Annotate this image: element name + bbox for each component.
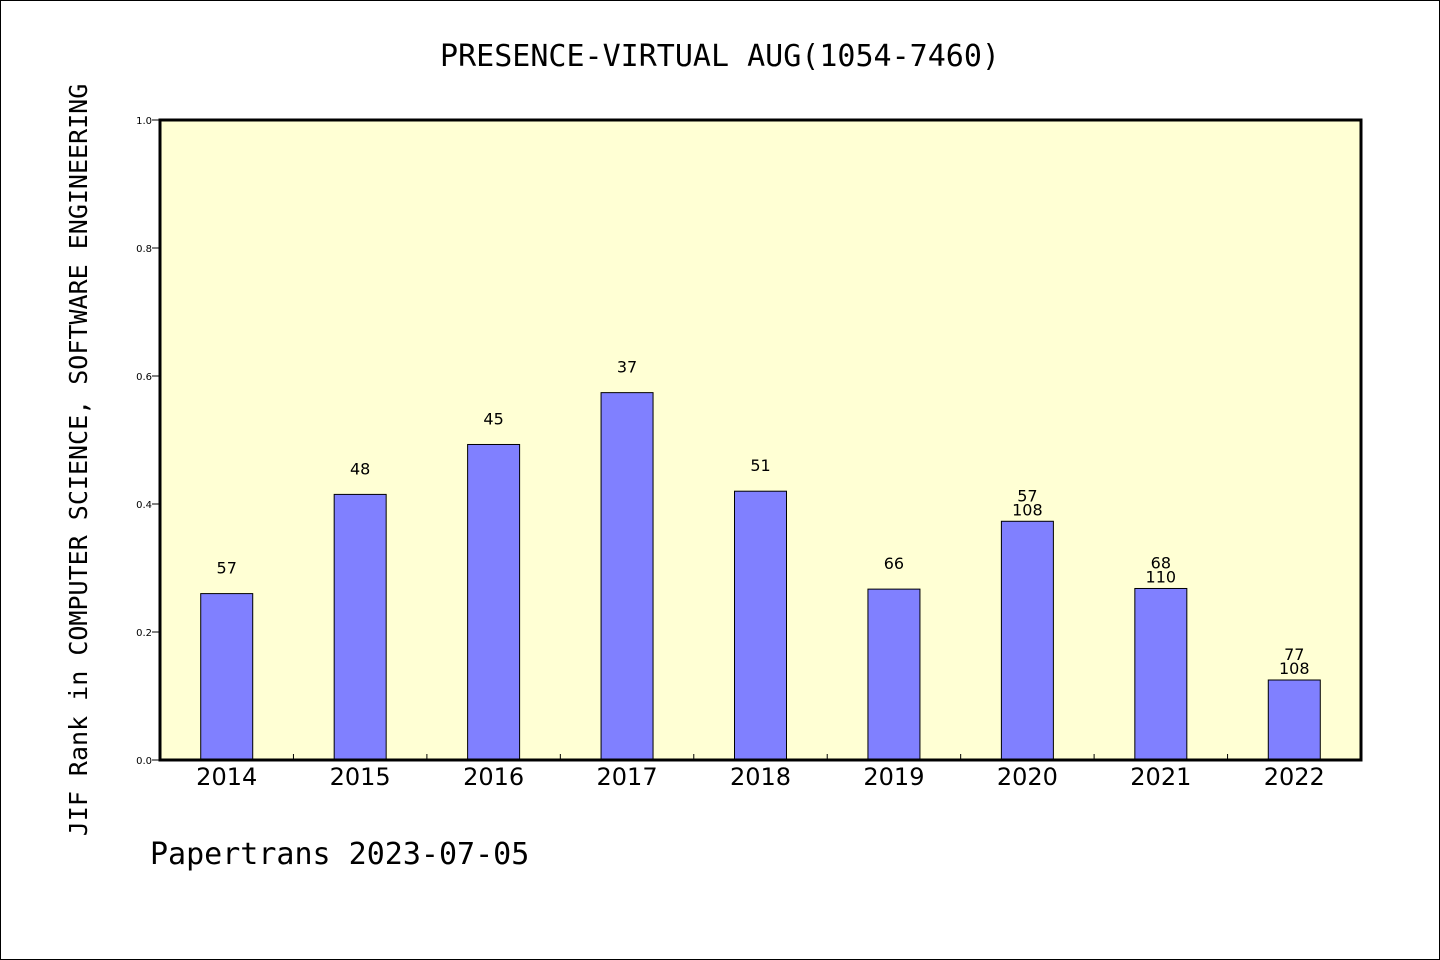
bar-data-label-secondary: 108 xyxy=(1012,500,1043,519)
bar-data-label: 45 xyxy=(483,409,503,428)
y-axis-ticks: 0.0 0.2 0.4 0.6 0.8 1.0 xyxy=(136,116,160,767)
x-tick-label: 2016 xyxy=(463,763,524,791)
bar-2016 xyxy=(467,443,521,761)
bar-2014 xyxy=(200,593,254,761)
bar-2017 xyxy=(600,392,654,761)
y-tick-label: 0.2 xyxy=(136,628,152,639)
bar-data-label: 51 xyxy=(750,456,770,475)
y-axis-label: JIF Rank in COMPUTER SCIENCE, SOFTWARE E… xyxy=(64,84,93,837)
bar-data-label: 48 xyxy=(350,459,370,478)
bar-data-label: 77 xyxy=(1284,645,1304,664)
bar-data-label: 37 xyxy=(617,358,637,377)
bar-2022 xyxy=(1267,679,1321,761)
x-tick-label: 2014 xyxy=(196,763,257,791)
y-tick-label: 0.0 xyxy=(136,756,152,767)
bar-data-label: 66 xyxy=(884,554,904,573)
bar-2015 xyxy=(333,493,387,761)
bar-2020 xyxy=(1000,520,1054,761)
footer-text: Papertrans 2023-07-05 xyxy=(150,837,529,872)
bar-data-label: 68 xyxy=(1151,553,1171,572)
x-tick-label: 2018 xyxy=(730,763,791,791)
x-tick-label: 2019 xyxy=(863,763,924,791)
bar-data-label: 57 xyxy=(1017,486,1037,505)
bar-2019 xyxy=(867,588,921,761)
y-tick-label: 0.6 xyxy=(136,372,152,383)
y-tick-label: 0.4 xyxy=(136,500,152,511)
chart-title: PRESENCE-VIRTUAL AUG(1054-7460) xyxy=(440,39,1000,74)
x-tick-label: 2020 xyxy=(997,763,1058,791)
x-tick-label: 2015 xyxy=(330,763,391,791)
x-tick-label: 2021 xyxy=(1130,763,1191,791)
x-tick-label: 2017 xyxy=(597,763,658,791)
bar-data-label: 57 xyxy=(217,559,237,578)
x-tick-label: 2022 xyxy=(1264,763,1325,791)
y-tick-label: 1.0 xyxy=(136,116,152,127)
bar-2021 xyxy=(1134,587,1188,761)
bar-series xyxy=(200,392,1321,761)
y-tick-label: 0.8 xyxy=(136,244,152,255)
bar-data-label-secondary: 108 xyxy=(1279,659,1310,678)
plot-border xyxy=(158,118,1363,762)
bar-2018 xyxy=(734,490,787,761)
x-axis-ticks: 2014 2015 2016 2017 2018 2019 2020 2021 2022 xyxy=(196,754,1325,791)
bar-data-label-secondary: 110 xyxy=(1146,567,1177,586)
